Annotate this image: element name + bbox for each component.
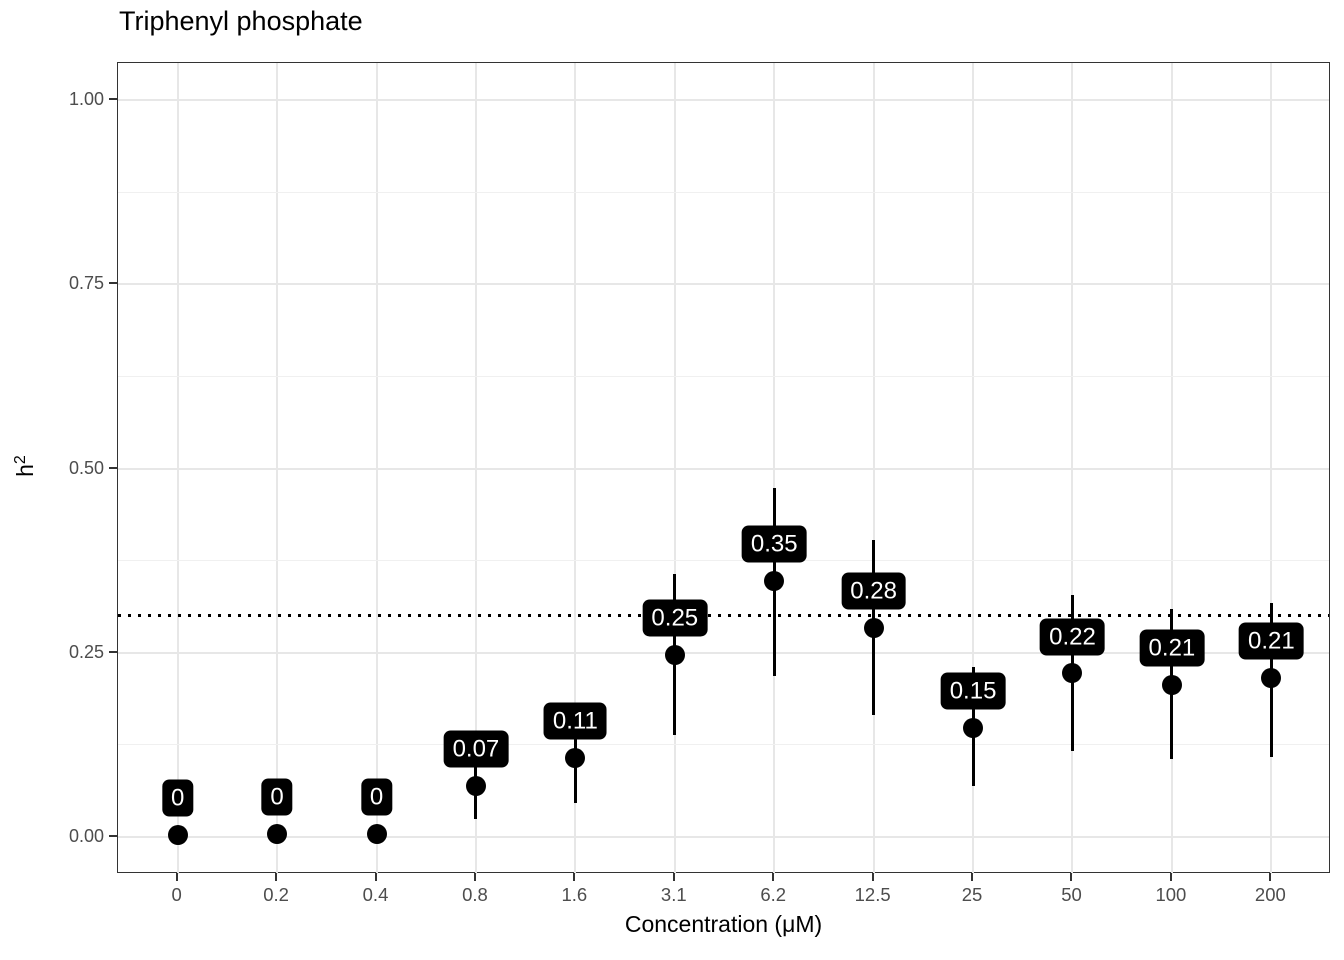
x-tick (573, 873, 576, 881)
y-tick-label: 1.00 (68, 88, 104, 109)
x-tick (871, 873, 874, 881)
point-value-label: 0.22 (1040, 618, 1105, 656)
y-gridline-major (118, 98, 1329, 101)
x-tick-label: 0.8 (462, 884, 488, 905)
y-gridline-minor (118, 560, 1329, 562)
data-point (764, 571, 785, 592)
x-tick-label: 50 (1061, 884, 1082, 905)
x-tick-label: 0 (171, 884, 182, 905)
point-value-label: 0 (261, 778, 293, 816)
y-gridline-major (118, 467, 1329, 470)
point-value-label: 0 (161, 779, 194, 817)
y-gridline-major (118, 651, 1329, 654)
y-tick (109, 282, 117, 285)
data-point (1161, 675, 1182, 696)
y-gridline-minor (118, 191, 1329, 193)
y-gridline-major (118, 836, 1329, 839)
point-value-label: 0 (360, 778, 393, 816)
data-point (167, 824, 188, 845)
data-point (963, 718, 984, 739)
data-point (465, 776, 486, 797)
point-value-label: 0.28 (841, 572, 906, 610)
y-gridline-minor (118, 375, 1329, 377)
plot-panel: 0 0 0 0.07 0.11 0.25 0.35 0.28 0.15 0.22 0.21 0.21 (117, 62, 1330, 874)
point-value-label: 0.25 (642, 599, 708, 637)
y-tick-label: 0.25 (68, 641, 104, 662)
data-point (863, 617, 884, 638)
x-tick-label: 100 (1155, 884, 1187, 905)
x-tick-label: 200 (1254, 884, 1286, 905)
x-tick (1070, 873, 1073, 881)
x-tick-label: 12.5 (854, 884, 891, 905)
x-tick (1169, 873, 1172, 881)
x-axis-title: Concentration (μM) (624, 911, 823, 937)
y-tick (109, 466, 117, 469)
x-tick (971, 873, 974, 881)
x-tick-label: 0.2 (263, 884, 289, 905)
x-tick-label: 6.2 (760, 884, 787, 905)
point-value-label: 0.11 (543, 702, 607, 740)
y-tick (109, 835, 117, 838)
x-tick (672, 873, 675, 881)
chart-title: Triphenyl phosphate (119, 6, 363, 36)
x-tick (1269, 873, 1272, 881)
x-tick-label: 3.1 (660, 884, 687, 905)
data-point (1261, 667, 1282, 688)
data-point (366, 824, 387, 845)
x-tick (275, 873, 278, 881)
y-tick-label: 0.50 (68, 457, 104, 478)
point-value-label: 0.35 (741, 525, 807, 563)
x-tick (473, 873, 476, 881)
data-point (267, 824, 288, 845)
x-tick-label: 0.4 (362, 884, 389, 905)
point-value-label: 0.07 (443, 730, 509, 768)
data-point (565, 747, 586, 768)
x-tick (374, 873, 377, 881)
y-tick (109, 97, 117, 100)
x-tick (175, 873, 178, 881)
data-point (664, 645, 685, 666)
y-tick-label: 0.75 (68, 273, 104, 294)
y-tick-label: 0.00 (68, 826, 104, 847)
y-tick (109, 650, 117, 653)
x-tick-label: 25 (961, 884, 983, 905)
y-gridline-major (118, 283, 1329, 286)
point-value-label: 0.21 (1139, 629, 1205, 667)
data-point (1062, 663, 1083, 684)
point-value-label: 0.15 (940, 672, 1006, 710)
y-gridline-minor (118, 744, 1329, 746)
reference-line (118, 614, 1329, 618)
point-value-label: 0.21 (1238, 622, 1304, 660)
x-tick-label: 1.6 (561, 884, 588, 905)
x-tick (772, 873, 775, 881)
